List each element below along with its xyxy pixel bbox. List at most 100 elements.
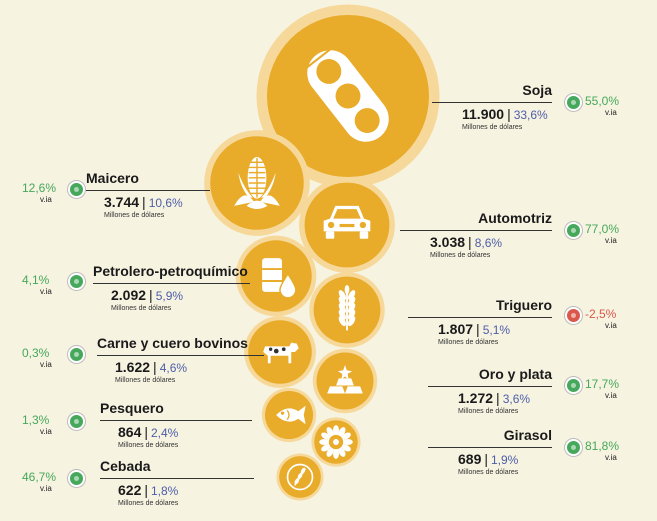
unit-label: Millones de dólares (111, 305, 172, 312)
variation-value: 77,0% (585, 222, 620, 236)
leader-line (432, 102, 552, 103)
category-name: Cebada (100, 458, 151, 474)
category-name: Maicero (86, 170, 139, 186)
variation-dot (565, 439, 582, 456)
variation-value: 4,1% (22, 273, 50, 287)
variation-value: 81,8% (585, 439, 620, 453)
separator: | (476, 321, 480, 337)
unit-label: Millones de dólares (458, 469, 519, 476)
barley-icon (286, 463, 314, 491)
variation-value: -2,5% (585, 307, 617, 321)
export-value: 1.272 (458, 390, 494, 406)
bubble-1 (256, 4, 440, 188)
value-row: 2.092 | 5,9% (111, 287, 183, 303)
separator: | (144, 482, 148, 498)
bubble-5 (309, 272, 385, 348)
export-value: 11.900 (462, 106, 505, 122)
variation-dot (565, 222, 582, 239)
variation-dot (565, 307, 582, 324)
unit-label: Millones de dólares (118, 442, 179, 449)
leader-line (100, 478, 254, 479)
unit-label: Millones de dólares (104, 212, 165, 219)
export-value: 3.038 (430, 234, 466, 250)
bubble-9 (311, 417, 361, 467)
variation-value: 46,7% (22, 470, 57, 484)
share-percent: 5,9% (155, 289, 184, 303)
leader-line (100, 420, 252, 421)
variation-dot (68, 470, 85, 487)
export-value: 3.744 (104, 194, 140, 210)
value-row: 3.744 | 10,6% (104, 194, 183, 210)
corn-icon (234, 157, 280, 209)
separator: | (153, 359, 157, 375)
variation-label: v.ia (40, 484, 52, 493)
category-name: Triguero (495, 297, 552, 313)
export-value: 864 (118, 424, 142, 440)
unit-label: Millones de dólares (462, 124, 523, 131)
separator: | (507, 106, 511, 122)
gold-bars-icon (327, 364, 363, 394)
variation-label: v.ia (605, 236, 617, 245)
category-name: Soja (522, 82, 552, 98)
share-percent: 3,6% (502, 392, 531, 406)
export-value: 1.622 (115, 359, 151, 375)
value-row: 1.807 | 5,1% (438, 321, 510, 337)
separator: | (468, 234, 472, 250)
bubble-3 (299, 177, 395, 273)
share-percent: 4,6% (159, 361, 188, 375)
variation-label: v.ia (605, 453, 617, 462)
unit-label: Millones de dólares (430, 252, 491, 259)
bubble-2 (204, 130, 310, 236)
variation-label: v.ia (40, 287, 52, 296)
leader-line (428, 447, 552, 448)
fish-icon (276, 405, 306, 425)
export-value: 1.807 (438, 321, 474, 337)
value-row: 622 | 1,8% (118, 482, 178, 498)
category-name: Carne y cuero bovinos (97, 335, 248, 351)
variation-dot (565, 94, 582, 111)
bubble-6 (244, 316, 316, 388)
share-percent: 10,6% (148, 196, 183, 210)
variation-value: 12,6% (22, 181, 57, 195)
category-name: Automotriz (478, 210, 552, 226)
cow-icon (263, 342, 299, 364)
variation-label: v.ia (605, 391, 617, 400)
leader-line (93, 283, 250, 284)
value-row: 3.038 | 8,6% (430, 234, 502, 250)
variation-dot (68, 413, 85, 430)
share-percent: 1,8% (151, 484, 179, 498)
bubble-7 (312, 348, 378, 414)
separator: | (496, 390, 500, 406)
separator: | (484, 451, 488, 467)
unit-label: Millones de dólares (115, 377, 176, 384)
export-value: 622 (118, 482, 142, 498)
value-row: 689 | 1,9% (458, 451, 518, 467)
category-name: Oro y plata (478, 366, 552, 382)
value-row: 864 | 2,4% (118, 424, 178, 440)
share-percent: 2,4% (151, 426, 179, 440)
variation-label: v.ia (40, 360, 52, 369)
variation-value: 55,0% (585, 94, 620, 108)
variation-label: v.ia (40, 195, 52, 204)
variation-label: v.ia (605, 321, 617, 330)
leader-line (400, 230, 552, 231)
car-icon (323, 205, 371, 239)
variation-label: v.ia (605, 108, 617, 117)
variation-dot (68, 273, 85, 290)
category-name: Petrolero-petroquímico (93, 263, 248, 279)
unit-label: Millones de dólares (118, 500, 179, 507)
category-name: Pesquero (100, 400, 164, 416)
leader-line (97, 355, 264, 356)
oil-barrel-icon (262, 258, 297, 299)
leader-line (428, 386, 552, 387)
separator: | (144, 424, 148, 440)
unit-label: Millones de dólares (458, 408, 519, 415)
soybean-pod-icon (306, 48, 389, 142)
leader-line (408, 317, 552, 318)
bubble-8 (261, 387, 317, 443)
wheat-icon (338, 284, 356, 331)
variation-value: 0,3% (22, 346, 50, 360)
value-row: 11.900 | 33,6% (462, 106, 548, 122)
share-percent: 33,6% (513, 108, 548, 122)
